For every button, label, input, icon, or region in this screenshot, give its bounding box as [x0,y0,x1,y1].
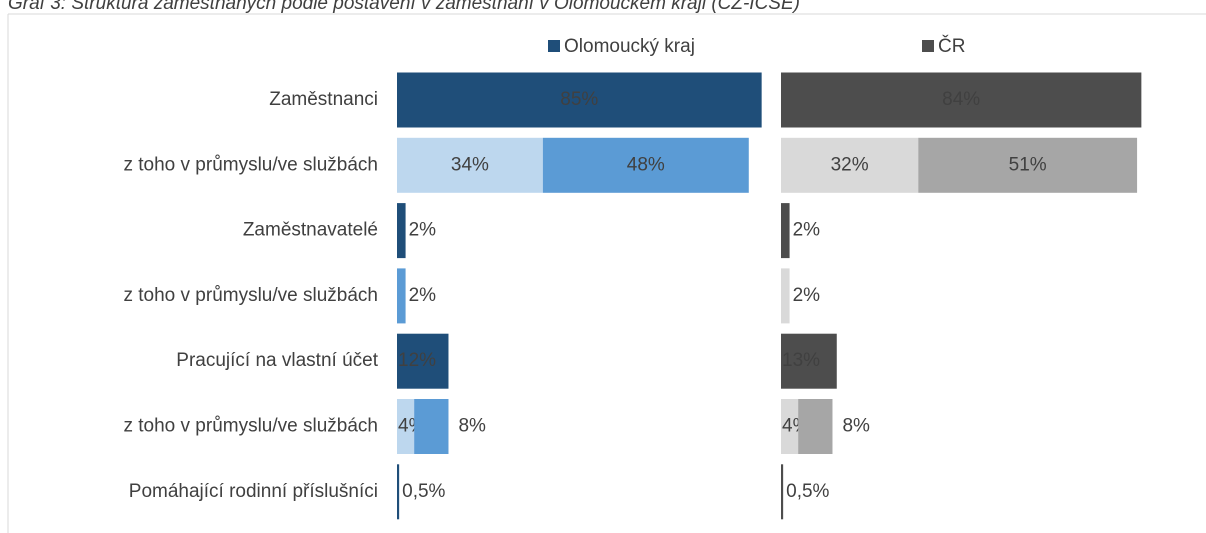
category-label: Pracující na vlastní účet [176,350,378,371]
bar [397,333,449,389]
bar [397,464,400,520]
value-label: 85% [560,89,598,110]
bar-segment [397,399,415,454]
legend-label: ČR [938,35,965,57]
bar-segment [542,137,749,193]
value-label: 51% [1009,154,1047,175]
value-label: 34% [451,154,489,175]
bar-segment [414,399,449,454]
bar [781,72,1142,128]
value-label: 0,5% [402,481,445,502]
bar-segment [781,268,790,324]
value-label: 2% [409,220,437,241]
value-label: 13% [782,350,820,371]
bar [781,203,790,259]
chart-title: Graf 3: Struktura zaměstnaných podle pos… [8,0,800,14]
bar [781,464,784,520]
legend-label: Olomoucký kraj [564,36,695,57]
category-label: z toho v průmyslu/ve službách [123,154,378,175]
legend-swatch [548,40,560,52]
value-label: 0,5% [786,481,829,502]
legend-swatch [922,40,934,52]
value-label: 8% [458,416,486,437]
bar-segment [781,399,799,454]
category-label: Pomáhající rodinní příslušníci [129,481,378,502]
value-label: 8% [842,416,870,437]
bar-segment [397,137,543,193]
bar-segment [798,399,833,454]
bar-segment [781,137,919,193]
value-label: 12% [398,350,436,371]
category-label: z toho v průmyslu/ve službách [123,416,378,437]
value-label: 2% [793,285,821,306]
value-label: 2% [409,285,437,306]
bar-segment [918,137,1138,193]
category-label: Zaměstnavatelé [243,220,378,241]
value-label: 48% [627,154,665,175]
value-label: 84% [942,89,980,110]
bar [397,203,406,259]
bar [781,333,837,389]
bar [397,72,762,128]
category-label: z toho v průmyslu/ve službách [123,285,378,306]
bar-segment [397,268,406,324]
value-label: 2% [793,220,821,241]
category-label: Zaměstnanci [269,89,378,110]
value-label: 32% [831,154,869,175]
